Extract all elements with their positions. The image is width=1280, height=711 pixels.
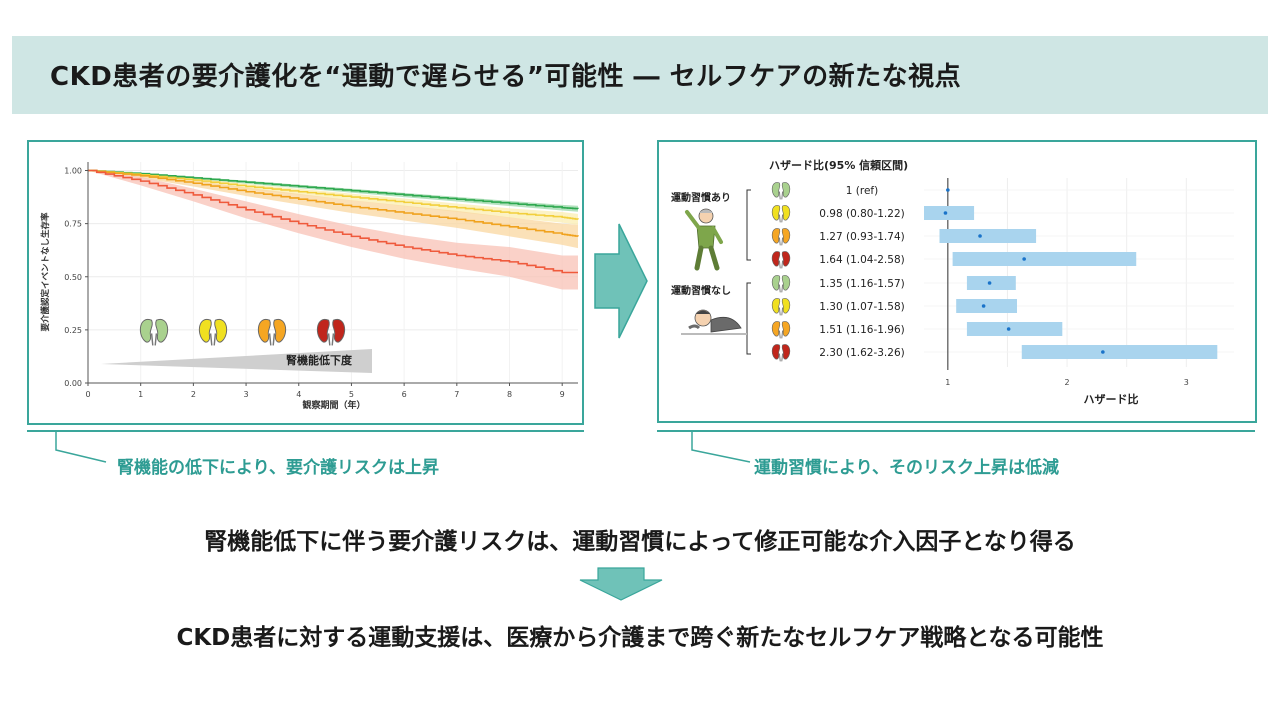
decline-label: 腎機能低下度 [286,353,353,367]
km-x-tick-label: 3 [244,390,249,399]
kidney-icon [771,205,791,223]
forest-point [1101,350,1105,354]
forest-row-label: 1.51 (1.16-1.96) [819,324,904,336]
km-ci-band-0 [88,170,578,212]
title-banner: CKD患者の要介護化を“運動で遅らせる”可能性 ― セルフケアの新たな視点 [12,36,1268,114]
km-x-tick-label: 7 [454,390,459,399]
kidney-icon [771,344,791,362]
kidney-icon [257,318,287,346]
forest-ci-bar [924,206,975,220]
km-y-tick-label: 0.25 [64,326,82,335]
down-arrow-icon [579,567,663,601]
km-curve-3 [88,169,578,274]
km-chart-panel: 0.00 0.25 0.50 0.75 1.00 0 1 2 3 4 5 6 7 8 9 要介護認定イベン… [27,140,584,425]
forest-x-tick-label: 2 [1065,378,1070,387]
forest-point [946,188,950,192]
km-chart: 0.00 0.25 0.50 0.75 1.00 0 1 2 3 4 5 6 7 8 9 要介護認定イベン… [40,162,579,411]
km-curve-0 [88,169,579,210]
right-caption: 運動習慣により、そのリスク上昇は低減 [754,458,1059,478]
kidney-icon [771,298,791,316]
conclusion-line-1: 腎機能低下に伴う要介護リスクは、運動習慣によって修正可能な介入因子となり得る [204,529,1076,555]
kidney-icon [771,182,791,200]
right-callout-connector [691,430,751,463]
kidney-icon [771,228,791,246]
forest-row-label: 1.27 (0.93-1.74) [819,231,904,243]
km-curve-2 [88,169,579,237]
forest-x-tick-label: 3 [1184,378,1189,387]
group-bracket-without [746,282,751,355]
exercising-person-icon [685,208,723,271]
kidney-icon [771,321,791,339]
km-x-axis-label: 観察期間（年） [302,399,365,411]
forest-point [987,281,992,285]
km-x-tick-label: 4 [296,390,301,399]
group-bracket-with [746,189,751,261]
forest-point [1006,327,1011,331]
forest-row-label: 0.98 (0.80-1.22) [819,208,904,220]
conclusion-line-2: CKD患者に対する運動支援は、医療から介護まで跨ぐ新たなセルフケア戦略となる可能… [176,625,1104,651]
forest-x-tick-label: 1 [945,378,950,387]
km-y-tick-label: 1.00 [64,167,82,176]
group-without-exercise-label: 運動習慣なし [671,284,731,297]
divider-right [657,430,1255,432]
forest-ci-bar [966,322,1063,336]
forest-plot-panel: ハザード比(95% 信頼区間) 運動習慣あり 運動習慣なし 1 (ref) 0.9… [657,140,1257,423]
forest-row-label: 1.35 (1.16-1.57) [819,278,904,290]
km-x-tick-label: 1 [138,390,143,399]
km-y-tick-label: 0.75 [64,220,82,229]
kidney-icon [771,275,791,293]
forest-plot: ハザード比(95% 信頼区間) 運動習慣あり 運動習慣なし 1 (ref) 0.9… [671,158,1234,406]
km-x-tick-label: 8 [507,390,512,399]
kidney-icon [198,318,228,346]
forest-header: ハザード比(95% 信頼区間) [769,158,908,172]
km-x-tick-label: 0 [85,390,90,399]
kidney-icon [771,251,791,269]
kidney-icon [139,318,169,346]
left-callout-connector [55,430,107,463]
forest-point [943,211,948,215]
page-title: CKD患者の要介護化を“運動で遅らせる”可能性 ― セルフケアの新たな視点 [50,62,962,92]
km-curve-1 [88,169,579,220]
forest-row-label: 1.30 (1.07-1.58) [819,301,904,313]
divider-left [27,430,584,432]
forest-x-axis-label: ハザード比 [1084,392,1139,406]
km-x-tick-label: 2 [191,390,196,399]
forest-ci-bar [952,252,1137,266]
km-x-tick-label: 6 [402,390,407,399]
forest-ci-bar [939,229,1037,243]
decline-wedge [101,349,372,373]
forest-point [981,304,986,308]
km-y-tick-label: 0.50 [64,273,82,282]
kidney-icon [316,318,346,346]
lying-person-icon [681,309,747,335]
forest-row-label: 1 (ref) [846,185,878,197]
forest-point [978,234,982,238]
forest-ci-bar [956,299,1017,313]
forest-row-label: 2.30 (1.62-3.26) [819,347,904,359]
km-ci-band-2 [88,170,578,249]
forest-point [1022,257,1026,261]
km-x-tick-label: 9 [560,390,565,399]
group-with-exercise-label: 運動習慣あり [671,191,731,204]
forest-row-label: 1.64 (1.04-2.58) [819,254,904,266]
km-x-tick-label: 5 [349,390,354,399]
km-y-axis-label: 要介護認定イベントなし生存率 [40,212,51,332]
forest-ci-bar [1021,345,1218,359]
left-caption: 腎機能の低下により、要介護リスクは上昇 [117,458,439,478]
right-arrow-icon [594,223,648,339]
km-y-tick-label: 0.00 [64,379,82,388]
